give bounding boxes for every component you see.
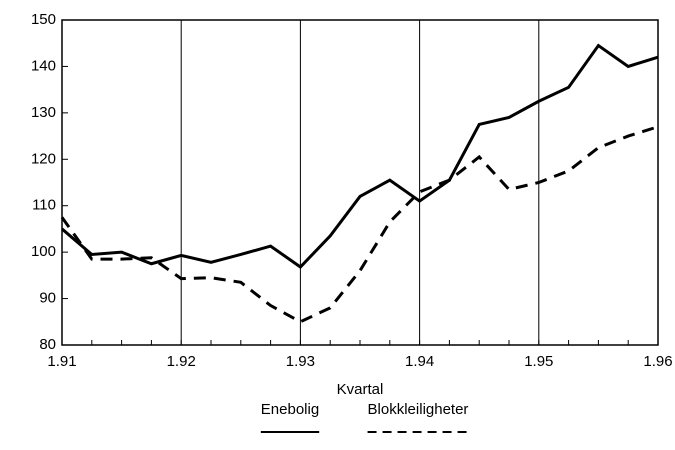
x-axis-label: Kvartal [337,381,384,398]
y-tick-label: 120 [31,150,56,167]
x-tick-label: 1.92 [167,353,196,370]
x-tick-label: 1.94 [405,353,434,370]
y-tick-label: 100 [31,243,56,260]
y-tick-label: 150 [31,11,56,28]
x-tick-label: 1.91 [47,353,76,370]
y-tick-label: 110 [32,197,56,214]
series-line [61,43,659,269]
x-tick-label: 1.93 [286,353,315,370]
y-tick-label: 80 [39,336,56,353]
legend-label: Blokkleiligheter [368,401,469,418]
x-tick-label: 1.96 [643,353,672,370]
x-tick-label: 1.95 [524,353,553,370]
y-tick-label: 90 [39,290,56,307]
legend-label: Enebolig [261,401,319,418]
series-line [60,125,659,324]
plot-frame [61,19,659,346]
y-tick-label: 130 [31,104,56,121]
y-tick-label: 140 [31,57,56,74]
